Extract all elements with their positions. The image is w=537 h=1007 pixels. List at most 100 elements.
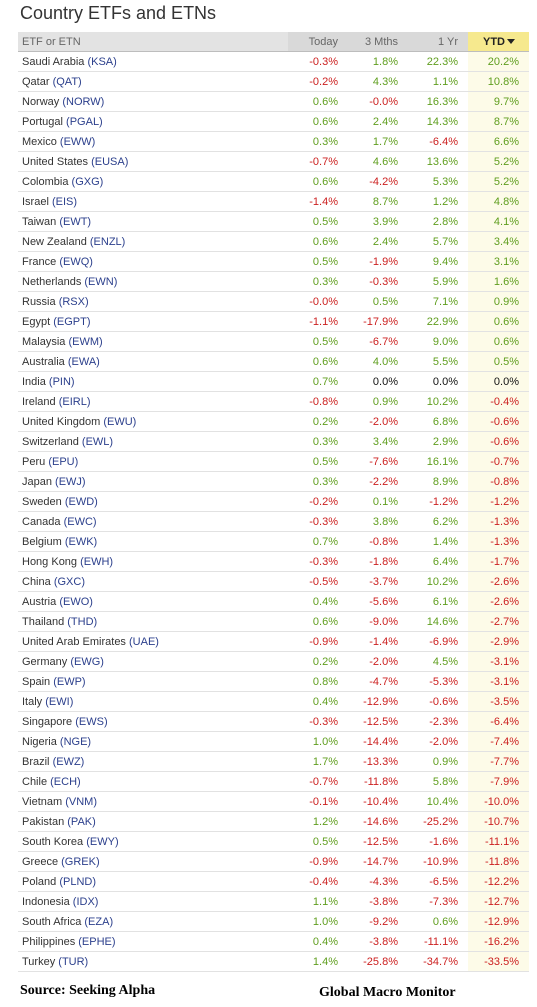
ticker-link[interactable]: (EWO) (59, 595, 93, 608)
ticker-link[interactable]: (EUSA) (91, 155, 129, 168)
ticker-link[interactable]: (EWA) (67, 355, 100, 368)
column-header-ytd-label: YTD (483, 35, 505, 48)
ticker-link[interactable]: (EWP) (53, 675, 86, 688)
table-row[interactable]: Spain (EWP) 0.8% -4.7% -5.3% -3.1% (18, 671, 529, 692)
ticker-link[interactable]: (EWN) (84, 275, 118, 288)
table-row[interactable]: Mexico (EWW) 0.3% 1.7% -6.4% 6.6% (18, 131, 529, 152)
table-row[interactable]: Russia (RSX) -0.0% 0.5% 7.1% 0.9% (18, 291, 529, 312)
ticker-link[interactable]: (IDX) (72, 895, 99, 908)
table-row[interactable]: Taiwan (EWT) 0.5% 3.9% 2.8% 4.1% (18, 211, 529, 232)
table-row[interactable]: South Korea (EWY) 0.5% -12.5% -1.6% -11.1% (18, 831, 529, 852)
table-row[interactable]: Brazil (EWZ) 1.7% -13.3% 0.9% -7.7% (18, 751, 529, 772)
table-row[interactable]: Ireland (EIRL) -0.8% 0.9% 10.2% -0.4% (18, 391, 529, 412)
ticker-link[interactable]: (UAE) (129, 635, 159, 648)
table-row[interactable]: Vietnam (VNM) -0.1% -10.4% 10.4% -10.0% (18, 791, 529, 812)
table-row[interactable]: Egypt (EGPT) -1.1% -17.9% 22.9% 0.6% (18, 311, 529, 332)
ticker-link[interactable]: (ECH) (50, 775, 81, 788)
table-row[interactable]: Norway (NORW) 0.6% -0.0% 16.3% 9.7% (18, 91, 529, 112)
ticker-link[interactable]: (TUR) (58, 955, 89, 968)
table-row[interactable]: Qatar (QAT) -0.2% 4.3% 1.1% 10.8% (18, 71, 529, 92)
table-row[interactable]: United Kingdom (EWU) 0.2% -2.0% 6.8% -0.6% (18, 411, 529, 432)
ticker-link[interactable]: (PIN) (48, 375, 75, 388)
table-row[interactable]: Peru (EPU) 0.5% -7.6% 16.1% -0.7% (18, 451, 529, 472)
ticker-link[interactable]: (EWH) (80, 555, 114, 568)
ticker-link[interactable]: (EIS) (51, 195, 78, 208)
ticker-link[interactable]: (EWQ) (59, 255, 93, 268)
table-row[interactable]: United States (EUSA) -0.7% 4.6% 13.6% 5.2% (18, 151, 529, 172)
table-row[interactable]: Poland (PLND) -0.4% -4.3% -6.5% -12.2% (18, 871, 529, 892)
table-row[interactable]: France (EWQ) 0.5% -1.9% 9.4% 3.1% (18, 251, 529, 272)
ticker-link[interactable]: (EWJ) (55, 475, 86, 488)
ticker-link[interactable]: (GXG) (71, 175, 104, 188)
ticker-link[interactable]: (EWK) (64, 535, 98, 548)
ticker-link[interactable]: (EWG) (70, 655, 104, 668)
table-row[interactable]: Canada (EWC) -0.3% 3.8% 6.2% -1.3% (18, 511, 529, 532)
ticker-link[interactable]: (KSA) (87, 55, 117, 68)
ticker-link[interactable]: (EIRL) (58, 395, 91, 408)
today-cell: -0.7% (288, 151, 348, 172)
table-row[interactable]: Pakistan (PAK) 1.2% -14.6% -25.2% -10.7% (18, 811, 529, 832)
ticker-link[interactable]: (RSX) (58, 295, 89, 308)
ticker-link[interactable]: (PAK) (67, 815, 96, 828)
ticker-link[interactable]: (EWI) (45, 695, 74, 708)
ticker-link[interactable]: (EGPT) (53, 315, 91, 328)
ticker-link[interactable]: (EWC) (63, 515, 97, 528)
table-row[interactable]: Australia (EWA) 0.6% 4.0% 5.5% 0.5% (18, 351, 529, 372)
table-row[interactable]: New Zealand (ENZL) 0.6% 2.4% 5.7% 3.4% (18, 231, 529, 252)
ticker-link[interactable]: (EZA) (84, 915, 114, 928)
table-row[interactable]: Saudi Arabia (KSA) -0.3% 1.8% 22.3% 20.2% (18, 51, 529, 72)
ticker-link[interactable]: (EWY) (86, 835, 119, 848)
column-header-etf[interactable]: ETF or ETN (18, 32, 288, 52)
ticker-link[interactable]: (EWU) (103, 415, 137, 428)
table-row[interactable]: Chile (ECH) -0.7% -11.8% 5.8% -7.9% (18, 771, 529, 792)
ticker-link[interactable]: (PGAL) (66, 115, 103, 128)
ticker-link[interactable]: (EWD) (64, 495, 98, 508)
table-row[interactable]: China (GXC) -0.5% -3.7% 10.2% -2.6% (18, 571, 529, 592)
table-row[interactable]: Indonesia (IDX) 1.1% -3.8% -7.3% -12.7% (18, 891, 529, 912)
table-row[interactable]: Hong Kong (EWH) -0.3% -1.8% 6.4% -1.7% (18, 551, 529, 572)
ticker-link[interactable]: (THD) (67, 615, 98, 628)
ticker-link[interactable]: (NORW) (62, 95, 105, 108)
ticker-link[interactable]: (PLND) (59, 875, 96, 888)
ticker-link[interactable]: (EWM) (68, 335, 103, 348)
table-row[interactable]: Germany (EWG) 0.2% -2.0% 4.5% -3.1% (18, 651, 529, 672)
table-row[interactable]: Sweden (EWD) -0.2% 0.1% -1.2% -1.2% (18, 491, 529, 512)
ticker-link[interactable]: (GXC) (53, 575, 85, 588)
ticker-link[interactable]: (EWW) (59, 135, 96, 148)
ticker-link[interactable]: (EWZ) (52, 755, 85, 768)
ticker-link[interactable]: (VNM) (65, 795, 97, 808)
table-row[interactable]: Japan (EWJ) 0.3% -2.2% 8.9% -0.8% (18, 471, 529, 492)
table-row[interactable]: Turkey (TUR) 1.4% -25.8% -34.7% -33.5% (18, 951, 529, 972)
table-row[interactable]: Belgium (EWK) 0.7% -0.8% 1.4% -1.3% (18, 531, 529, 552)
table-row[interactable]: Austria (EWO) 0.4% -5.6% 6.1% -2.6% (18, 591, 529, 612)
table-row[interactable]: United Arab Emirates (UAE) -0.9% -1.4% -6.9… (18, 631, 529, 652)
column-header-3-months[interactable]: 3 Mths (348, 32, 408, 52)
ticker-link[interactable]: (EPU) (48, 455, 79, 468)
ticker-link[interactable]: (EWS) (75, 715, 108, 728)
table-row[interactable]: Netherlands (EWN) 0.3% -0.3% 5.9% 1.6% (18, 271, 529, 292)
table-row[interactable]: Malaysia (EWM) 0.5% -6.7% 9.0% 0.6% (18, 331, 529, 352)
table-row[interactable]: South Africa (EZA) 1.0% -9.2% 0.6% -12.9% (18, 911, 529, 932)
ticker-link[interactable]: (EWL) (81, 435, 114, 448)
table-row[interactable]: Singapore (EWS) -0.3% -12.5% -2.3% -6.4% (18, 711, 529, 732)
ticker-link[interactable]: (NGE) (59, 735, 92, 748)
ticker-link[interactable]: (ENZL) (89, 235, 126, 248)
column-header-1-year[interactable]: 1 Yr (408, 32, 468, 52)
table-row[interactable]: Thailand (THD) 0.6% -9.0% 14.6% -2.7% (18, 611, 529, 632)
table-row[interactable]: Colombia (GXG) 0.6% -4.2% 5.3% 5.2% (18, 171, 529, 192)
table-row[interactable]: Israel (EIS) -1.4% 8.7% 1.2% 4.8% (18, 191, 529, 212)
table-row[interactable]: Philippines (EPHE) 0.4% -3.8% -11.1% -16.2% (18, 931, 529, 952)
ticker-link[interactable]: (EWT) (59, 215, 92, 228)
table-row[interactable]: Nigeria (NGE) 1.0% -14.4% -2.0% -7.4% (18, 731, 529, 752)
ticker-link[interactable]: (QAT) (52, 75, 82, 88)
table-row[interactable]: Greece (GREK) -0.9% -14.7% -10.9% -11.8% (18, 851, 529, 872)
etf-name-cell: Nigeria (NGE) (18, 731, 288, 752)
table-row[interactable]: Italy (EWI) 0.4% -12.9% -0.6% -3.5% (18, 691, 529, 712)
table-row[interactable]: Switzerland (EWL) 0.3% 3.4% 2.9% -0.6% (18, 431, 529, 452)
table-row[interactable]: India (PIN) 0.7% 0.0% 0.0% 0.0% (18, 371, 529, 392)
table-row[interactable]: Portugal (PGAL) 0.6% 2.4% 14.3% 8.7% (18, 111, 529, 132)
ticker-link[interactable]: (GREK) (61, 855, 100, 868)
column-header-ytd[interactable]: YTD (468, 32, 529, 52)
column-header-today[interactable]: Today (288, 32, 348, 52)
ticker-link[interactable]: (EPHE) (78, 935, 116, 948)
